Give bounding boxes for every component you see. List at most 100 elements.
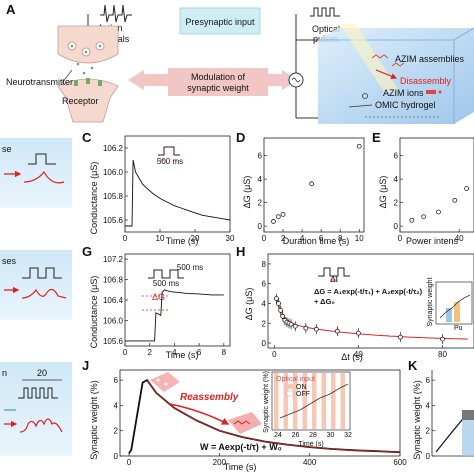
panel-j-inset-x-tick-label: 30 [327,432,335,439]
panel-g-y-tick-label: 106.0 [103,316,124,325]
panel-d-x-tick-label: 4 [300,234,305,243]
reassembly-arrow [169,403,230,425]
azim-assemblies-label: AZIM assemblies [395,54,465,64]
panel-d-x-tick-label: 2 [281,234,286,243]
panel-j-reassembly: Reassembly [180,392,239,403]
panel-g-ylabel: Conductance (μS) [89,276,99,349]
panel-c-ylabel: Conductance (μS) [89,162,99,235]
panel-h-pulse-label: Δt [330,275,338,284]
panel-j-inset-on-bar [321,373,326,429]
panel-e-point [421,214,427,220]
panel-c-x-tick-label: 10 [156,234,165,243]
strip-row-2-response [21,288,67,299]
panel-j-inset-on-bar [274,373,279,429]
panel-h-point [313,326,319,332]
strip-row-3-response [19,418,63,433]
panel-d-point [280,211,286,217]
panel-j-inset-xlabel: Time (s) [298,441,323,448]
panel-e-point [409,217,415,223]
panel-e-ylabel: ΔG (μS) [378,176,388,209]
panel-g-x-tick-label: 8 [222,348,227,357]
panel-e-xlabel: Power intens [406,236,459,246]
panel-h-letter: H [236,244,245,259]
panel-h-point [276,301,281,306]
panel-g-y-tick-label: 106.8 [103,276,124,285]
panel-j-y-tick-label: 6 [114,376,119,385]
panel-e-x-tick-label: 40 [455,234,464,243]
panel-c-frame [124,135,231,233]
panel-e-letter: E [372,130,381,145]
modulation-box [168,68,268,96]
panel-h-inset [435,281,473,325]
panel-h-y-tick-label: 0 [262,339,267,348]
panel-c-pulse-label: 500 ms [157,157,183,166]
disassembly-arrow [375,69,398,80]
neurotransmitter-dot [82,71,86,75]
presynaptic-terminal [57,25,119,64]
panel-d-ylabel: ΔG (μS) [242,176,252,209]
panel-h-inset-xlabel: Pu [454,325,463,332]
panel-d-point [271,219,276,224]
strip-row-3-value: 20 [37,368,47,378]
panel-c-y-tick-label: 106.2 [103,144,124,153]
panel-h-x-tick-label: 0 [272,350,277,359]
panel-g-delta-g: ΔG [152,292,165,302]
neurotransmitter-label: Neurotransmitter [6,77,73,87]
panel-j-y-tick-label: 2 [114,427,119,436]
strip-row-3-label: n [2,368,7,378]
panel-g-x-tick-label: 6 [197,348,202,357]
neurotransmitter-dot [90,66,94,70]
presynaptic-input-label: Presynaptic input [185,17,255,27]
panel-e-y-tick-label: 4 [394,175,399,184]
panel-j-inset-on: ON [296,384,307,391]
panel-g-y-tick-label: 107.2 [103,255,124,264]
panel-d-x-tick-label: 10 [355,234,364,243]
panel-j-letter: J [82,358,89,373]
panel-j-equation: W = Aexp(-t/τ) + W₀ [200,442,282,452]
azim-dispersed-icon [150,372,180,392]
panel-g-pulse-icon [148,269,184,279]
panel-g-pulse-label-2: 500 ms [153,279,179,288]
chart-k: 0 2 4 6 [426,370,474,461]
panel-e-x-tick-label: 0 [398,234,403,243]
panel-h-point [334,328,340,334]
panel-j-x-tick-label: 400 [303,458,317,467]
panel-e-y-tick-label: 2 [394,199,399,208]
panel-g-x-tick-label: 0 [123,348,128,357]
panel-a-letter: A [6,2,16,17]
panel-j-inset-on-bar [340,373,345,429]
azim-ion-icon [426,90,436,94]
strip-row-1-label: se [2,144,12,154]
panel-e-point [436,209,441,215]
panel-g-xlabel: Time (s) [166,350,199,360]
panel-h-point [398,334,403,340]
panel-h-frame [267,253,474,349]
panel-d-y-tick-label: 2 [258,199,263,208]
panel-c-y-tick-label: 105.6 [103,216,124,225]
panel-e-point [464,186,470,191]
panel-c-x-tick-label: 20 [191,234,200,243]
panel-h-equation-2: + ΔG₀ [314,297,335,306]
chart-d: 0 2 4 6 8 10 0 2 4 6 [258,137,365,243]
panel-c-x-tick-label: 30 [226,234,235,243]
panel-h-xlabel: Δt (s) [341,352,363,362]
panel-h-point [292,323,298,329]
disassembly-label: Disassembly [400,76,452,86]
action-potential-trace [100,4,132,23]
panel-k-y-tick-label: 4 [426,401,431,410]
panel-h-point [274,296,279,301]
strip-row-2-label: ses [2,256,17,266]
receptor-icon [74,80,78,86]
panel-k-y-tick-label: 0 [426,452,431,461]
panel-c-y-tick-label: 105.8 [103,192,124,201]
panel-h-point [355,330,361,336]
panel-d-y-tick-label: 0 [258,222,263,231]
panel-h-equation-1: ΔG = A₁exp(-t/τ₁) + A₂exp(-t/τ₂) [314,287,423,296]
presynaptic-input-box [179,7,261,35]
panel-j-inset-ylabel: Synaptic weight (%) [263,371,270,433]
panel-h-fit-line [275,297,468,340]
panel-j-inset-off: OFF [296,391,310,398]
panel-j-inset-on-bar [293,373,298,429]
